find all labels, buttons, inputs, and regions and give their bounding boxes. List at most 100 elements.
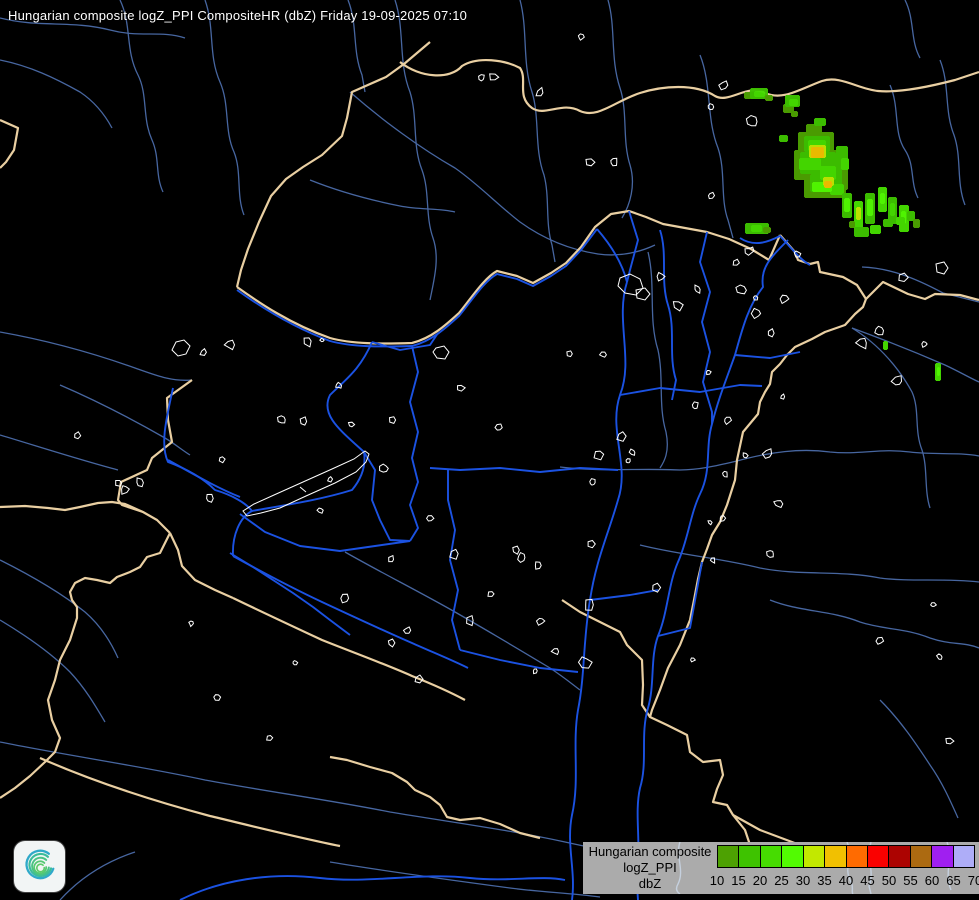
town-outline xyxy=(327,476,334,483)
legend-tick: 20 xyxy=(752,873,768,888)
town-outline xyxy=(115,480,123,487)
town-outline xyxy=(921,341,928,349)
town-outline xyxy=(292,660,299,666)
town-outline xyxy=(752,295,759,301)
town-outline xyxy=(745,114,758,127)
town-outline xyxy=(534,561,542,570)
town-outline xyxy=(388,416,397,425)
town-outline xyxy=(929,602,938,607)
town-outline xyxy=(466,615,474,627)
legend-tick: 45 xyxy=(860,873,875,888)
town-outline xyxy=(347,421,356,428)
radar-cell xyxy=(883,219,893,227)
legend-tick: 25 xyxy=(774,873,789,888)
town-outline xyxy=(489,73,500,81)
town-outline xyxy=(585,598,594,611)
town-outline xyxy=(388,554,395,563)
town-outline xyxy=(722,470,728,478)
town-outline xyxy=(535,86,544,97)
town-outline xyxy=(732,258,741,266)
town-outline xyxy=(610,157,618,167)
town-outline xyxy=(898,272,909,283)
radar-cell xyxy=(856,207,861,220)
legend-tick: 65 xyxy=(946,873,961,888)
town-outline xyxy=(402,626,412,634)
town-outline xyxy=(735,284,747,295)
town-outline xyxy=(709,557,716,564)
town-outline xyxy=(761,448,773,459)
radar-cell xyxy=(754,91,765,97)
city-cluster xyxy=(635,287,651,301)
town-outline xyxy=(74,431,82,440)
town-outline xyxy=(566,350,573,358)
town-outline xyxy=(793,250,802,258)
town-outline xyxy=(426,515,435,522)
town-outline xyxy=(766,550,774,558)
radar-cell xyxy=(890,203,895,216)
legend-title-line1: Hungarian composite xyxy=(588,844,712,859)
town-outline xyxy=(121,485,130,495)
town-outline xyxy=(206,493,214,503)
radar-cell xyxy=(799,158,821,170)
town-outline xyxy=(303,337,312,348)
town-outline xyxy=(316,507,324,514)
town-outline xyxy=(744,246,755,256)
radar-cell xyxy=(811,147,824,158)
legend-tick: 30 xyxy=(795,873,811,888)
radar-cell xyxy=(751,225,762,232)
legend-color-cell xyxy=(759,845,783,868)
radar-cell xyxy=(854,227,869,237)
legend-color-cell xyxy=(781,845,804,868)
legend-tick-labels: 10 15 20 25 30 35 40 45 50 55 60 65 70 xyxy=(710,871,979,889)
town-outline xyxy=(724,416,733,426)
town-outline xyxy=(742,452,749,459)
legend-tick: 35 xyxy=(817,873,832,888)
town-outline xyxy=(694,284,701,294)
radar-cell xyxy=(937,367,940,376)
legend-color-cell xyxy=(866,845,890,868)
radar-cell xyxy=(820,166,836,180)
town-outline xyxy=(875,636,885,645)
town-outline xyxy=(414,674,424,684)
town-outline xyxy=(299,416,308,426)
town-outline xyxy=(691,401,699,410)
town-outline xyxy=(487,591,495,597)
legend-unit-label: dbZ xyxy=(638,876,662,891)
town-outline xyxy=(387,638,396,648)
town-outline xyxy=(656,271,666,282)
radar-cell xyxy=(765,95,773,101)
town-outline xyxy=(213,694,222,701)
legend-tick: 55 xyxy=(903,873,918,888)
spiral-weather-logo xyxy=(14,841,65,892)
town-outline xyxy=(266,734,274,741)
legend-colorbar xyxy=(717,845,976,868)
town-outline xyxy=(890,375,903,386)
town-outline xyxy=(478,74,485,82)
legend-color-cell xyxy=(845,845,868,868)
radar-cell xyxy=(849,221,855,228)
town-outline xyxy=(589,478,596,486)
legend: Hungarian composite logZ_PPI dbZ 10 15 20 2… xyxy=(583,842,979,894)
radar-cell xyxy=(883,341,888,350)
town-outline xyxy=(456,384,467,392)
city-cluster xyxy=(432,345,450,360)
town-outline xyxy=(767,328,775,338)
town-outline xyxy=(707,520,713,526)
town-outline xyxy=(379,463,389,473)
town-outline xyxy=(449,548,459,560)
town-outline xyxy=(532,668,538,675)
radar-cell xyxy=(880,193,885,204)
legend-tick: 70 xyxy=(967,873,979,888)
town-outline xyxy=(577,33,585,41)
radar-cell xyxy=(907,211,915,221)
lake-balaton-outline xyxy=(242,450,370,517)
town-outline xyxy=(340,593,350,604)
legend-color-cell xyxy=(931,845,954,868)
town-outline xyxy=(718,80,729,91)
town-outline xyxy=(535,617,546,626)
spiral-icon xyxy=(24,849,54,879)
city-cluster xyxy=(617,273,644,296)
town-outline xyxy=(587,539,596,549)
town-outline xyxy=(707,103,715,111)
